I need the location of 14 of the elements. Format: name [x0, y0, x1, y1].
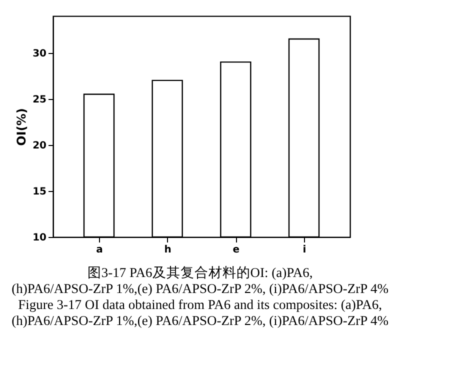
y-tick-label: 30 [32, 48, 47, 60]
y-axis-title: OI(%) [14, 108, 29, 146]
y-tick-label: 25 [32, 94, 47, 106]
x-tick-label: e [232, 244, 240, 256]
caption: Figure 3-17 OI data obtained from PA6 and its composites: (a)PA6, [18, 297, 382, 312]
y-tick-label: 15 [32, 186, 47, 198]
y-tick-label: 20 [32, 140, 47, 152]
x-tick-label: a [96, 244, 103, 256]
y-tick-label: 10 [32, 232, 47, 244]
x-tick-label: i [302, 244, 306, 256]
x-tick-label: h [164, 244, 172, 256]
text: (h)PA6/APSO-ZrP 1%,(e) PA6/APSO-ZrP 2%, (i)PA6/APSO-ZrP 4% [12, 281, 389, 296]
caption: 图3-17 PA6及其复合材料的OI: (a)PA6, [87, 265, 313, 280]
text: (h)PA6/APSO-ZrP 1%,(e) PA6/APSO-ZrP 2%, (i)PA6/APSO-ZrP 4% [12, 313, 389, 328]
